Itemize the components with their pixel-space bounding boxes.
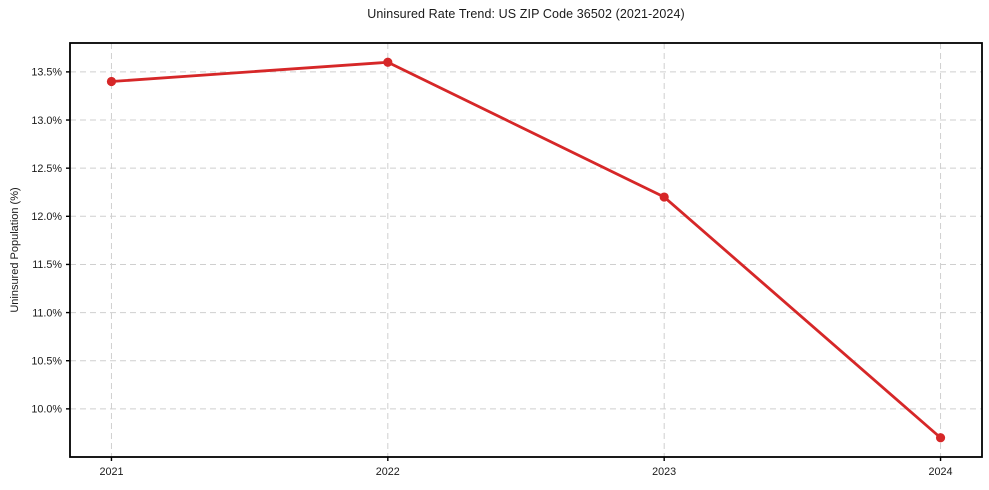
x-tick-label: 2024: [929, 466, 953, 478]
y-tick-label: 11.0%: [32, 307, 62, 319]
x-tick-label: 2023: [652, 466, 676, 478]
y-tick-label: 11.5%: [32, 259, 62, 271]
y-tick-label: 12.5%: [31, 163, 62, 175]
x-tick-label: 2022: [376, 466, 400, 478]
y-tick-label: 10.5%: [31, 356, 62, 368]
data-point: [383, 57, 393, 67]
data-point: [935, 433, 946, 443]
y-tick-label: 13.5%: [31, 67, 62, 79]
y-tick-label: 12.0%: [31, 211, 62, 223]
axes-box: [69, 42, 983, 458]
data-point: [106, 76, 117, 87]
chart-title: Uninsured Rate Trend: US ZIP Code 36502 …: [367, 7, 685, 21]
y-tick-label: 13.0%: [31, 115, 62, 127]
data-point: [659, 192, 669, 202]
y-tick-label: 10.0%: [31, 404, 62, 416]
trend-line: [110, 60, 942, 440]
x-tick-label: 2021: [99, 466, 123, 478]
